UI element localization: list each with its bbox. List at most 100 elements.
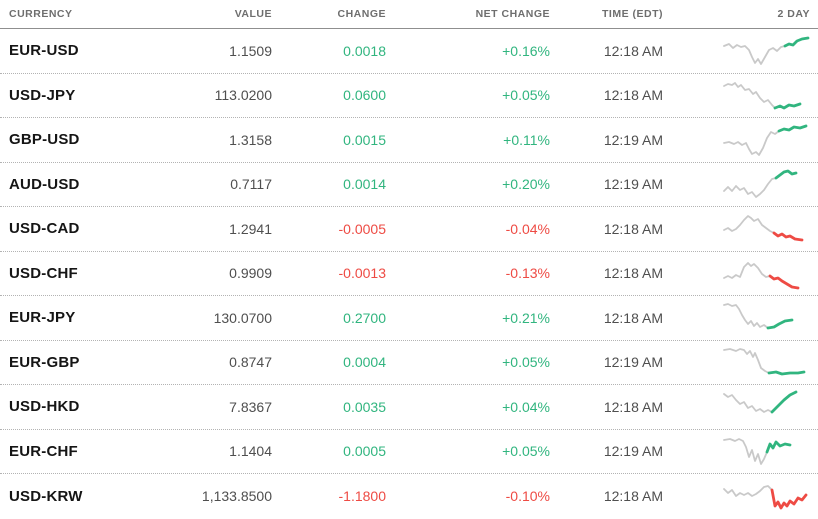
- two-day-sparkline: [723, 348, 806, 376]
- table-row: AUD-USD 0.7117 0.0014 +0.20% 12:19 AM: [0, 163, 818, 207]
- currency-cell: EUR-JPY: [0, 296, 160, 340]
- two-day-cell: [663, 296, 818, 340]
- column-header-change: CHANGE: [337, 8, 386, 20]
- two-day-sparkline: [723, 485, 808, 510]
- net-change-cell: +0.04%: [502, 398, 550, 415]
- two-day-cell: [663, 341, 818, 385]
- currency-pair-link[interactable]: USD-JPY: [9, 86, 76, 104]
- change-cell: -0.0005: [338, 220, 386, 237]
- change-cell: -0.0013: [338, 265, 386, 282]
- net-change-cell: +0.20%: [502, 176, 550, 193]
- currency-pair-link[interactable]: EUR-USD: [9, 42, 79, 60]
- net-change-cell: +0.16%: [502, 42, 550, 59]
- value-cell: 1.2941: [229, 220, 272, 237]
- change-cell: 0.0018: [343, 42, 386, 59]
- value-cell: 1.1404: [229, 443, 272, 460]
- time-cell: 12:18 AM: [603, 42, 663, 59]
- time-cell: 12:19 AM: [603, 354, 663, 371]
- column-header-currency: CURRENCY: [9, 8, 73, 20]
- currency-pair-link[interactable]: USD-KRW: [9, 487, 83, 505]
- currency-cell: EUR-USD: [0, 29, 160, 73]
- table-row: USD-CAD 1.2941 -0.0005 -0.04% 12:18 AM: [0, 207, 818, 252]
- two-day-cell: [663, 29, 818, 73]
- currency-table-body: EUR-USD 1.1509 0.0018 +0.16% 12:18 AM USD-JPY…: [0, 29, 818, 519]
- currency-pair-link[interactable]: USD-CHF: [9, 264, 78, 282]
- time-cell: 12:18 AM: [603, 309, 663, 326]
- currency-cell: USD-CAD: [0, 207, 160, 251]
- currency-cell: GBP-USD: [0, 118, 160, 162]
- change-cell: 0.0014: [343, 176, 386, 193]
- two-day-sparkline: [723, 82, 802, 110]
- net-change-cell: +0.11%: [503, 131, 550, 148]
- value-cell: 113.0200: [214, 87, 272, 104]
- two-day-sparkline: [723, 36, 810, 65]
- time-cell: 12:18 AM: [603, 87, 663, 104]
- net-change-cell: -0.10%: [505, 488, 550, 505]
- value-cell: 0.7117: [230, 176, 272, 193]
- currency-pair-link[interactable]: EUR-JPY: [9, 309, 76, 327]
- value-cell: 7.8367: [229, 398, 272, 415]
- net-change-cell: +0.05%: [502, 443, 550, 460]
- two-day-sparkline: [723, 390, 798, 414]
- time-cell: 12:19 AM: [603, 176, 663, 193]
- currency-pair-link[interactable]: GBP-USD: [9, 131, 80, 149]
- table-row: GBP-USD 1.3158 0.0015 +0.11% 12:19 AM: [0, 118, 818, 163]
- currency-cell: USD-HKD: [0, 385, 160, 429]
- value-cell: 0.8747: [229, 354, 272, 371]
- two-day-sparkline: [723, 302, 794, 330]
- value-cell: 1,133.8500: [201, 488, 272, 505]
- value-cell: 1.1509: [229, 42, 272, 59]
- table-row: EUR-USD 1.1509 0.0018 +0.16% 12:18 AM: [0, 29, 818, 74]
- table-row: EUR-CHF 1.1404 0.0005 +0.05% 12:19 AM: [0, 430, 818, 474]
- currency-pair-link[interactable]: USD-CAD: [9, 220, 80, 238]
- time-cell: 12:19 AM: [603, 443, 663, 460]
- column-header-two_day: 2 DAY: [777, 8, 810, 20]
- change-cell: 0.0015: [343, 131, 386, 148]
- table-row: USD-CHF 0.9909 -0.0013 -0.13% 12:18 AM: [0, 252, 818, 296]
- currency-pair-link[interactable]: EUR-GBP: [9, 353, 80, 371]
- two-day-sparkline: [723, 438, 792, 466]
- two-day-cell: [663, 118, 818, 162]
- time-cell: 12:19 AM: [603, 131, 663, 148]
- two-day-cell: [663, 163, 818, 207]
- table-row: EUR-GBP 0.8747 0.0004 +0.05% 12:19 AM: [0, 341, 818, 385]
- time-cell: 12:18 AM: [603, 488, 663, 505]
- column-header-net_change: NET CHANGE: [475, 8, 550, 20]
- table-row: EUR-JPY 130.0700 0.2700 +0.21% 12:18 AM: [0, 296, 818, 341]
- two-day-sparkline: [723, 169, 798, 199]
- currency-cell: EUR-GBP: [0, 341, 160, 385]
- value-cell: 1.3158: [229, 131, 272, 148]
- table-row: USD-KRW 1,133.8500 -1.1800 -0.10% 12:18 AM: [0, 474, 818, 519]
- two-day-cell: [663, 474, 818, 519]
- net-change-cell: -0.04%: [505, 220, 550, 237]
- currency-pair-link[interactable]: EUR-CHF: [9, 442, 78, 460]
- two-day-cell: [663, 430, 818, 474]
- currency-pair-link[interactable]: USD-HKD: [9, 398, 80, 416]
- currency-cell: USD-KRW: [0, 474, 160, 519]
- two-day-cell: [663, 385, 818, 429]
- two-day-sparkline: [723, 124, 808, 156]
- change-cell: 0.0004: [343, 354, 386, 371]
- currency-cell: USD-JPY: [0, 74, 160, 118]
- two-day-cell: [663, 252, 818, 296]
- net-change-cell: +0.05%: [502, 87, 550, 104]
- change-cell: 0.0035: [343, 398, 386, 415]
- column-header-value: VALUE: [234, 8, 272, 20]
- column-header-time: TIME (EDT): [602, 8, 663, 20]
- two-day-sparkline: [723, 214, 804, 242]
- two-day-cell: [663, 207, 818, 251]
- two-day-cell: [663, 74, 818, 118]
- net-change-cell: +0.21%: [502, 309, 550, 326]
- currency-pair-link[interactable]: AUD-USD: [9, 175, 80, 193]
- net-change-cell: -0.13%: [505, 265, 550, 282]
- currency-cell: EUR-CHF: [0, 430, 160, 474]
- table-header-row: CURRENCY VALUE CHANGE NET CHANGE TIME (EDT) 2…: [0, 0, 818, 29]
- currency-cell: USD-CHF: [0, 252, 160, 296]
- value-cell: 130.0700: [213, 309, 272, 326]
- currency-cell: AUD-USD: [0, 163, 160, 207]
- value-cell: 0.9909: [229, 265, 272, 282]
- two-day-sparkline: [723, 262, 800, 290]
- time-cell: 12:18 AM: [603, 265, 663, 282]
- table-row: USD-JPY 113.0200 0.0600 +0.05% 12:18 AM: [0, 74, 818, 118]
- change-cell: 0.0600: [343, 87, 386, 104]
